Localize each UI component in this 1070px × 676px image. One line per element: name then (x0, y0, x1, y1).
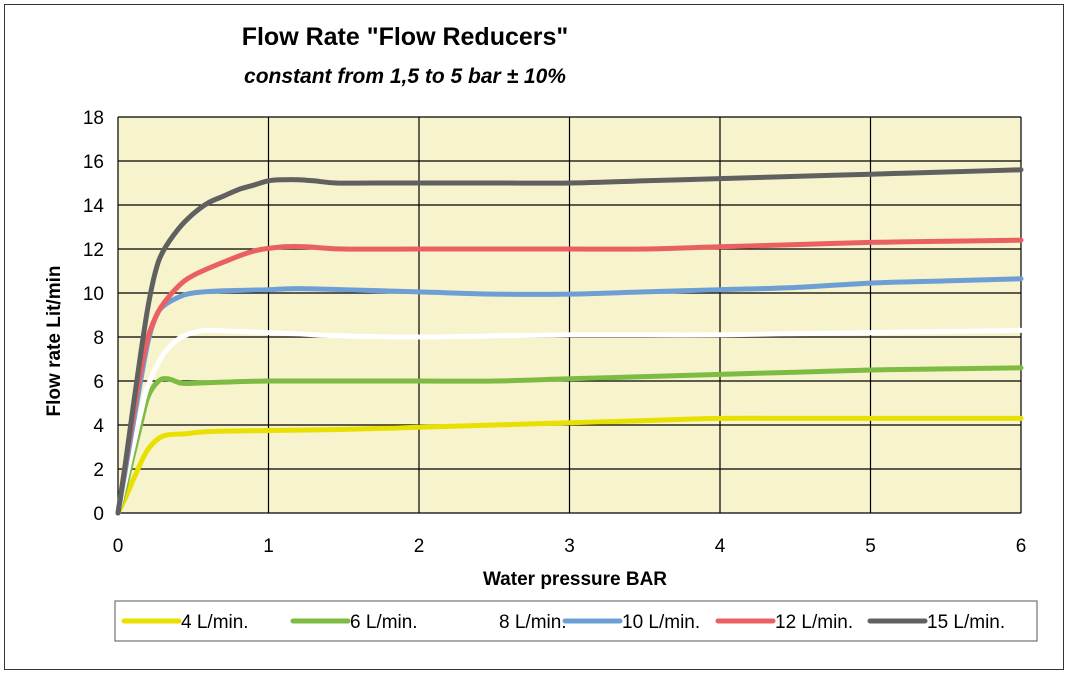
y-tick-label: 18 (83, 108, 104, 129)
legend-label: 8 L/min. (499, 612, 567, 633)
legend-label: 4 L/min. (181, 612, 249, 633)
y-tick-label: 8 (93, 328, 104, 349)
x-tick-label: 2 (414, 536, 425, 557)
series-line-15-l-min (115, 167, 1024, 516)
y-axis-label: Flow rate Lit/min (44, 266, 65, 417)
x-tick-label: 1 (263, 536, 274, 557)
y-tick-label: 12 (83, 240, 104, 261)
x-tick-label: 0 (113, 536, 124, 557)
series-line-8-l-min (115, 327, 1024, 516)
y-tick-label: 14 (83, 196, 105, 217)
legend-label: 6 L/min. (350, 612, 418, 633)
x-tick-labels: 0 1 2 3 4 5 6 (113, 536, 1027, 557)
legend: 4 L/min. 6 L/min. 8 L/min. 10 L/min. 12 L/mi… (121, 612, 1005, 633)
x-tick-label: 5 (865, 536, 876, 557)
series-layer (115, 167, 1024, 516)
legend-label: 12 L/min. (775, 612, 853, 633)
y-tick-label: 2 (93, 460, 104, 481)
y-tick-label: 4 (93, 416, 104, 437)
x-tick-label: 4 (715, 536, 726, 557)
series-line-12-l-min (115, 237, 1024, 516)
legend-label: 10 L/min. (622, 612, 700, 633)
x-tick-label: 6 (1016, 536, 1027, 557)
y-tick-labels: 0 2 4 6 8 10 12 14 16 18 (83, 108, 105, 525)
legend-label: 15 L/min. (927, 612, 1005, 633)
y-tick-label: 16 (83, 152, 104, 173)
y-tick-label: 6 (93, 372, 104, 393)
series-line-6-l-min (115, 365, 1024, 516)
series-line-4-l-min (115, 415, 1024, 516)
chart-title: Flow Rate "Flow Reducers" (242, 23, 569, 51)
x-axis-label: Water pressure BAR (483, 569, 667, 590)
x-tick-label: 3 (564, 536, 575, 557)
chart-subtitle: constant from 1,5 to 5 bar ± 10% (244, 65, 566, 88)
y-tick-label: 10 (83, 284, 104, 305)
y-tick-label: 0 (93, 504, 104, 525)
